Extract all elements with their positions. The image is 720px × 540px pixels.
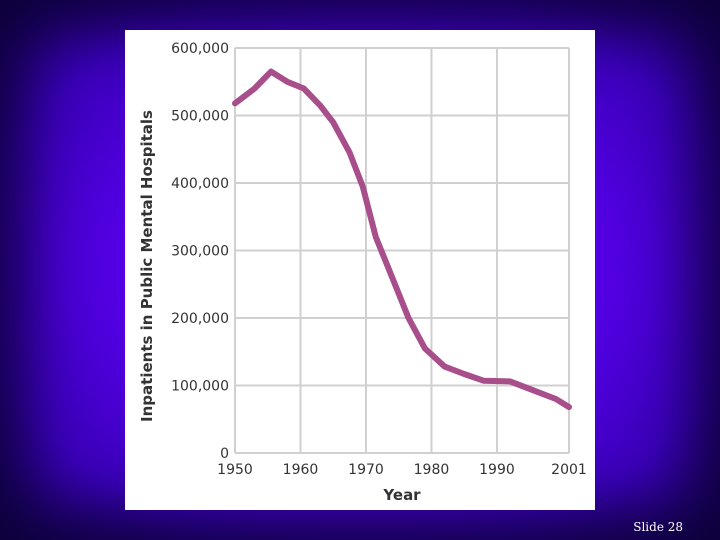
series-layer [232, 68, 572, 411]
y-tick-label: 200,000 [171, 311, 229, 327]
y-tick-label: 500,000 [171, 109, 229, 125]
y-tick-label: 300,000 [171, 244, 229, 260]
y-axis-label: Inpatients in Public Mental Hospitals [138, 110, 156, 422]
slide-number: Slide 28 [633, 520, 683, 534]
grid [234, 47, 570, 454]
x-tick-label: 1950 [217, 462, 253, 478]
x-tick-label: 1980 [414, 462, 450, 478]
x-tick-label: 1960 [283, 462, 319, 478]
y-tick-label: 0 [220, 446, 229, 462]
y-axis-ticks: 0 100,000 200,000 300,000 400,000 500,000 600,… [171, 41, 229, 462]
chart-panel: 1950 1960 1970 1980 1990 2001 0 100,000 200,000… [125, 30, 595, 510]
x-tick-label: 1990 [479, 462, 515, 478]
x-tick-label: 1970 [348, 462, 384, 478]
x-tick-label: 2001 [551, 462, 587, 478]
line-chart: 1950 1960 1970 1980 1990 2001 0 100,000 200,000… [138, 41, 587, 504]
x-axis-label: Year [382, 486, 421, 504]
y-tick-label: 600,000 [171, 41, 229, 57]
y-tick-label: 100,000 [171, 379, 229, 395]
x-axis-ticks: 1950 1960 1970 1980 1990 2001 [217, 462, 587, 478]
y-tick-label: 400,000 [171, 176, 229, 192]
series-line [232, 68, 572, 411]
